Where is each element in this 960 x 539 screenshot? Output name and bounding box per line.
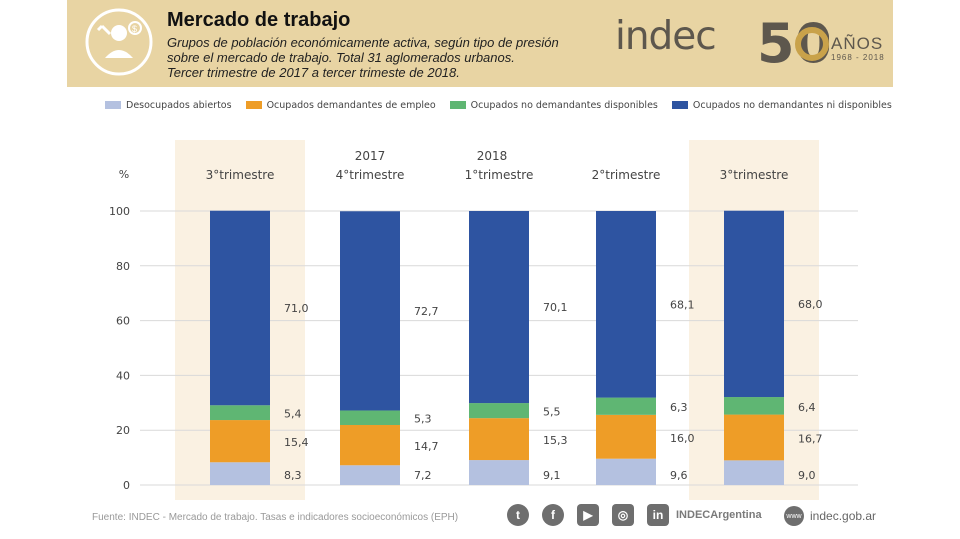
bar-segment bbox=[469, 211, 529, 404]
anniversary-number: 50 bbox=[757, 12, 829, 72]
bar-segment bbox=[724, 414, 784, 461]
legend-label: Ocupados demandantes de empleo bbox=[266, 99, 436, 111]
legend-label: Ocupados no demandantes ni disponibles bbox=[692, 99, 892, 111]
legend-item: Desocupados abiertos bbox=[105, 100, 232, 111]
data-label: 15,3 bbox=[543, 434, 568, 447]
logo-years: 1968 - 2018 bbox=[831, 53, 885, 62]
y-tick-label: 20 bbox=[116, 424, 130, 437]
subtitle-line: Grupos de población económicamente activ… bbox=[167, 35, 559, 50]
legend-label: Desocupados abiertos bbox=[126, 99, 232, 111]
x-category-label: 4°trimestre bbox=[336, 168, 405, 182]
bar-segment bbox=[340, 410, 400, 425]
legend-swatch bbox=[245, 101, 262, 109]
bar-segment bbox=[340, 465, 400, 485]
bar-segment bbox=[596, 458, 656, 485]
bar-segment bbox=[724, 397, 784, 415]
legend-swatch bbox=[449, 101, 466, 109]
bar-segment bbox=[210, 210, 270, 406]
source-note: Fuente: INDEC - Mercado de trabajo. Tasa… bbox=[92, 512, 459, 523]
x-category-label: 3°trimestre bbox=[720, 168, 789, 182]
data-label: 9,1 bbox=[543, 469, 561, 482]
x-category-label: 1°trimestre bbox=[465, 168, 534, 182]
data-label: 5,4 bbox=[284, 408, 302, 421]
data-label: 6,4 bbox=[798, 401, 816, 414]
bar-segment bbox=[469, 418, 529, 461]
data-label: 8,3 bbox=[284, 469, 302, 482]
facebook-icon[interactable]: f bbox=[542, 504, 564, 526]
bar-segment bbox=[724, 460, 784, 485]
globe-icon: www bbox=[784, 506, 804, 526]
bar-segment bbox=[210, 405, 270, 421]
data-label: 7,2 bbox=[414, 469, 432, 482]
bar-segment bbox=[340, 211, 400, 411]
youtube-icon[interactable]: ▶ bbox=[577, 504, 599, 526]
legend-label: Ocupados no demandantes disponibles bbox=[470, 99, 658, 111]
worker-money-icon: $ bbox=[85, 8, 153, 76]
website-url[interactable]: indec.gob.ar bbox=[810, 509, 877, 523]
data-label: 5,5 bbox=[543, 406, 561, 419]
legend-swatch bbox=[671, 101, 688, 109]
y-tick-label: 100 bbox=[109, 205, 130, 218]
instagram-icon[interactable]: ◎ bbox=[612, 504, 634, 526]
x-category-label: 3°trimestre bbox=[206, 168, 275, 182]
data-label: 9,0 bbox=[798, 469, 816, 482]
data-label: 16,7 bbox=[798, 432, 823, 445]
stacked-bar-chart: 0 20 40 60 80 100% 2017 2018 3°trimestre 4°trimes… bbox=[109, 140, 858, 500]
bar-segment bbox=[469, 460, 529, 485]
logo-anos: AÑOS bbox=[831, 34, 884, 53]
bar-segment bbox=[596, 414, 656, 459]
svg-text:$: $ bbox=[132, 24, 137, 34]
social-handle[interactable]: INDECArgentina bbox=[676, 509, 762, 521]
bar-segment bbox=[210, 462, 270, 485]
bar-segment bbox=[210, 420, 270, 463]
legend-item: Ocupados no demandantes disponibles bbox=[449, 99, 658, 111]
legend-swatch bbox=[105, 101, 121, 109]
bar-segment bbox=[469, 403, 529, 419]
legend-item: Ocupados demandantes de empleo bbox=[245, 99, 436, 111]
chart-subtitle: Grupos de población económicamente activ… bbox=[167, 35, 577, 80]
data-label: 68,1 bbox=[670, 298, 695, 311]
bar-segment bbox=[596, 397, 656, 415]
y-tick-label: 60 bbox=[116, 315, 130, 328]
header-band: $ Mercado de trabajo Grupos de población… bbox=[67, 0, 893, 87]
bar-segment bbox=[724, 210, 784, 398]
anniversary-50-logo: 50 bbox=[757, 12, 829, 72]
data-label: 16,0 bbox=[670, 432, 695, 445]
y-tick-label: 40 bbox=[116, 369, 130, 382]
year-label: 2018 bbox=[477, 149, 508, 163]
subtitle-line: Tercer trimestre de 2017 a tercer trimes… bbox=[167, 65, 460, 80]
y-axis-label: % bbox=[119, 168, 129, 181]
data-label: 5,3 bbox=[414, 413, 432, 426]
x-category-label: 2°trimestre bbox=[592, 168, 661, 182]
bar-segment bbox=[596, 211, 656, 398]
subtitle-line: sobre el mercado de trabajo. Total 31 ag… bbox=[167, 50, 515, 65]
data-label: 72,7 bbox=[414, 305, 439, 318]
data-label: 68,0 bbox=[798, 298, 823, 311]
data-label: 6,3 bbox=[670, 401, 688, 414]
year-label: 2017 bbox=[355, 149, 386, 163]
twitter-icon[interactable]: t bbox=[507, 504, 529, 526]
page-title: Mercado de trabajo bbox=[167, 9, 351, 31]
data-label: 71,0 bbox=[284, 302, 309, 315]
indec-logo: indec bbox=[615, 14, 717, 59]
y-tick-label: 80 bbox=[116, 260, 130, 273]
legend-item: Ocupados no demandantes ni disponibles bbox=[671, 99, 892, 111]
data-label: 70,1 bbox=[543, 301, 568, 314]
social-links: t f ▶ ◎ in INDECArgentina bbox=[507, 504, 762, 526]
data-label: 14,7 bbox=[414, 440, 439, 453]
data-label: 15,4 bbox=[284, 436, 309, 449]
linkedin-icon[interactable]: in bbox=[647, 504, 669, 526]
data-label: 9,6 bbox=[670, 469, 688, 482]
chart-legend: Desocupados abiertos Ocupados demandante… bbox=[105, 98, 906, 112]
y-tick-label: 0 bbox=[123, 479, 130, 492]
bar-segment bbox=[340, 424, 400, 466]
website-link[interactable]: www indec.gob.ar bbox=[784, 506, 876, 526]
